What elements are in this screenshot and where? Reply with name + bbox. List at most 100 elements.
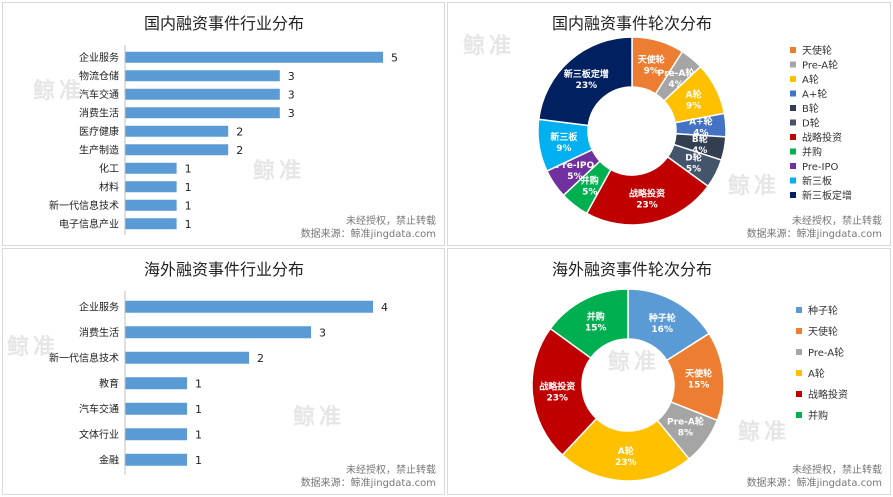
category-label: 物流仓储: [79, 69, 119, 82]
legend-label: Pre-IPO: [802, 162, 838, 173]
bar: [125, 453, 187, 466]
bar: [125, 428, 187, 441]
value-label: 1: [185, 162, 192, 175]
value-label: 1: [185, 181, 192, 194]
value-label: 5: [391, 51, 398, 64]
legend-swatch: [790, 192, 796, 198]
bar: [125, 51, 383, 63]
legend-swatch: [796, 307, 802, 313]
legend-swatch: [790, 119, 796, 126]
footer-copyright: 未经授权，禁止转载: [792, 465, 882, 476]
footer-source: 数据来源：鲸准jingdata.com: [746, 478, 882, 489]
legend-swatch: [796, 412, 802, 418]
chart-title: 海外融资事件轮次分布: [552, 260, 712, 279]
category-label: 企业服务: [79, 51, 119, 64]
bar: [125, 402, 187, 415]
slice-label: Pre-IPO 5%: [556, 161, 595, 182]
value-label: 3: [319, 326, 326, 339]
category-label: 汽车交通: [79, 402, 119, 415]
bar: [125, 88, 280, 100]
slice-label: 种子轮 16%: [648, 312, 676, 335]
pie-slice: [585, 155, 710, 226]
bar: [125, 218, 177, 230]
value-label: 1: [195, 377, 202, 390]
value-label: 3: [288, 107, 295, 120]
legend-swatch: [796, 370, 802, 376]
legend-label: 天使轮: [808, 325, 838, 338]
legend-swatch: [790, 76, 796, 82]
footer-source: 数据来源：鲸准jingdata.com: [746, 229, 882, 240]
pie-slice: [531, 327, 598, 457]
slice-label: 天使轮 15%: [685, 367, 712, 390]
category-label: 电子信息产业: [59, 217, 119, 230]
slice-label: 并购 5%: [581, 175, 599, 198]
legend-label: D轮: [802, 117, 820, 130]
legend-label: A+轮: [802, 88, 827, 101]
legend-swatch: [790, 163, 796, 169]
category-label: 金融: [99, 453, 119, 466]
panel-domestic-round: 鲸准 鲸准 国内融资事件轮次分布 天使轮 9% Pre-A轮 4% A轮 9% A+轮 4% B轮…: [447, 2, 891, 246]
bar: [125, 326, 311, 339]
value-label: 2: [236, 125, 243, 138]
value-label: 1: [185, 218, 192, 231]
slice-label: 并购 15%: [585, 311, 607, 334]
value-label: 2: [236, 144, 243, 157]
bar: [125, 107, 280, 119]
legend-swatch: [790, 177, 796, 184]
chart-title: 国内融资事件轮次分布: [552, 14, 712, 33]
category-label: 化工: [99, 162, 119, 175]
footer-source: 数据来源：鲸准jingdata.com: [300, 478, 436, 489]
slice-label: B轮 4%: [692, 133, 708, 156]
value-label: 3: [288, 70, 295, 83]
legend-label: 种子轮: [808, 304, 838, 317]
bar: [125, 351, 249, 364]
slice-label: 天使轮 9%: [638, 54, 665, 77]
legend-swatch: [790, 90, 796, 97]
slice-label: Pre-A轮 4%: [658, 67, 695, 90]
footer: 未经授权，禁止转载 数据来源：鲸准jingdata.com: [747, 215, 882, 241]
panel-domestic-industry: 鲸准 鲸准 国内融资事件行业分布 企业服务 5 物流仓储 3 汽车交通 3 消费生活 3 医疗健康…: [2, 2, 445, 246]
slice-label: 新三板定增 23%: [564, 68, 609, 91]
bar: [125, 125, 229, 137]
legend-swatch: [790, 134, 796, 140]
category-label: 新一代信息技术: [49, 351, 119, 364]
bar: [125, 199, 177, 211]
category-label: 文体行业: [79, 428, 119, 441]
value-label: 1: [195, 454, 202, 467]
panel-overseas-round: 鲸准 鲸准 海外融资事件轮次分布 种子轮 16% 天使轮 15% Pre-A轮 8% A轮 23…: [447, 248, 891, 495]
slice-label: 新三板 9%: [550, 131, 578, 154]
legend-swatch: [790, 61, 796, 68]
legend-label: 新三板定增: [802, 189, 852, 202]
pie-slice: [561, 417, 691, 482]
slice-label: D轮 5%: [685, 151, 701, 174]
category-label: 新一代信息技术: [49, 199, 119, 212]
legend-label: A轮: [802, 73, 819, 86]
footer-copyright: 未经授权，禁止转载: [346, 216, 436, 227]
footer: 未经授权，禁止转载 数据来源：鲸准jingdata.com: [747, 464, 882, 490]
pie-slice: [537, 36, 633, 127]
value-label: 1: [195, 403, 202, 416]
legend-label: 新三板: [802, 175, 832, 188]
category-label: 教育: [99, 377, 119, 390]
footer-copyright: 未经授权，禁止转载: [346, 465, 436, 476]
bar: [125, 377, 187, 390]
legend-label: 战略投资: [808, 388, 848, 401]
legend-swatch: [790, 47, 796, 53]
slice-label: A轮 9%: [685, 89, 701, 112]
slice-label: Pre-A轮 8%: [667, 416, 704, 439]
category-label: 企业服务: [79, 300, 119, 313]
panel-overseas-industry: 鲸准 鲸准 海外融资事件行业分布 企业服务 4 消费生活 3 新一代信息技术 2 教育 1 汽车交…: [2, 248, 445, 495]
footer: 未经授权，禁止转载 数据来源：鲸准jingdata.com: [301, 464, 436, 490]
footer-source: 数据来源：鲸准jingdata.com: [300, 229, 436, 240]
value-label: 3: [288, 88, 295, 101]
category-label: 生产制造: [79, 143, 119, 156]
legend-label: 并购: [802, 146, 822, 159]
slice-label: 战略投资 23%: [629, 187, 665, 210]
legend-swatch: [790, 148, 796, 155]
slice-label: A轮 23%: [615, 445, 637, 468]
category-label: 汽车交通: [79, 88, 119, 101]
legend-label: A轮: [808, 367, 825, 380]
